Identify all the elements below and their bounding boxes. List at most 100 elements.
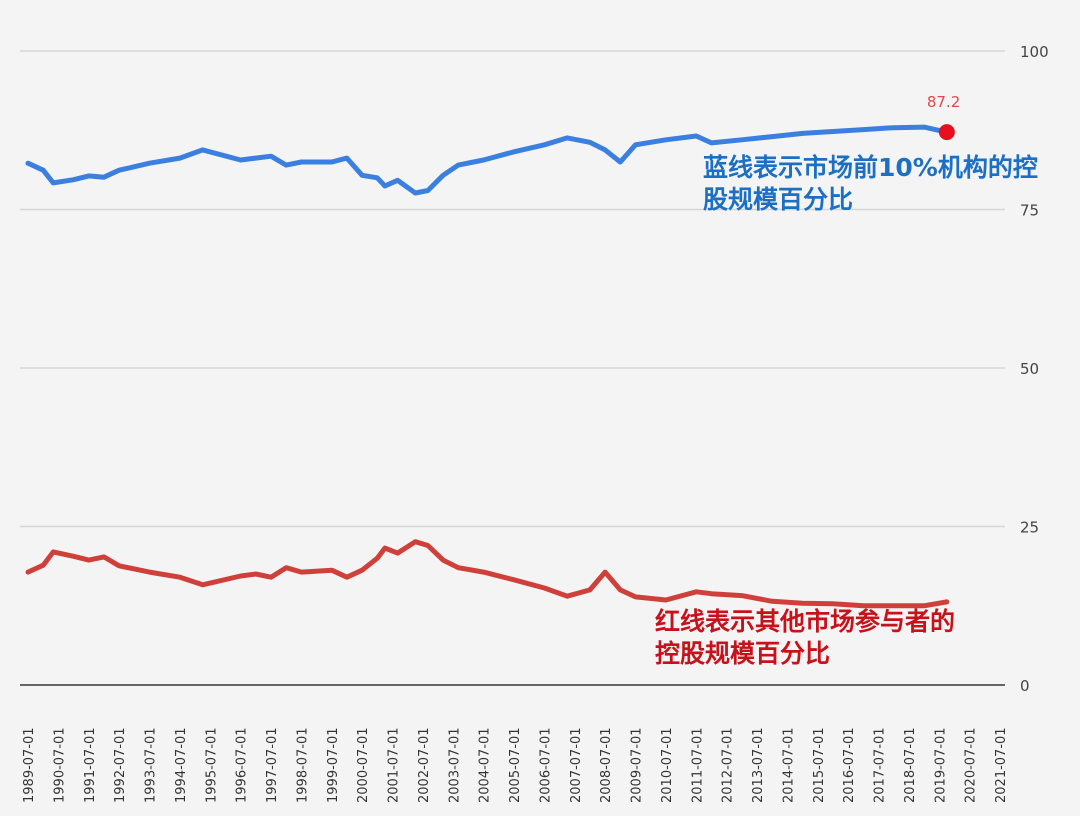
- data-point: [604, 571, 606, 573]
- x-tick-label: 1993-07-01: [144, 727, 159, 803]
- data-point: [893, 127, 895, 129]
- data-point: [240, 159, 242, 161]
- data-point: [862, 605, 864, 607]
- x-tick-label: 2014-07-01: [781, 727, 796, 803]
- data-point: [376, 557, 378, 559]
- data-point: [589, 141, 591, 143]
- y-tick-label: 0: [1020, 677, 1030, 695]
- y-tick-label: 25: [1020, 519, 1039, 537]
- data-point: [42, 169, 44, 171]
- y-tick-label: 50: [1020, 360, 1039, 378]
- y-tick-label: 75: [1020, 202, 1039, 220]
- data-point: [414, 541, 416, 543]
- data-point: [427, 189, 429, 191]
- x-tick-label: 1994-07-01: [174, 727, 189, 803]
- series-lines: [25, 124, 955, 609]
- data-point: [73, 555, 75, 557]
- data-point: [397, 179, 399, 181]
- data-point: [457, 164, 459, 166]
- data-point: [771, 600, 773, 602]
- data-point: [384, 185, 386, 187]
- x-tick-label: 2004-07-01: [478, 727, 493, 803]
- x-tick-label: 1998-07-01: [295, 727, 310, 803]
- data-point: [27, 571, 29, 573]
- x-tick-label: 2006-07-01: [538, 727, 553, 803]
- end-value-label: 87.2: [927, 93, 960, 111]
- data-point: [665, 599, 667, 601]
- data-point: [802, 132, 804, 134]
- data-point: [893, 605, 895, 607]
- data-point: [202, 149, 204, 151]
- data-point: [695, 135, 697, 137]
- data-point: [285, 567, 287, 569]
- data-point: [118, 565, 120, 567]
- data-point: [179, 157, 181, 159]
- red-line-annotation: 红线表示其他市场参与者的 控股规模百分比: [655, 606, 955, 670]
- data-point: [619, 589, 621, 591]
- x-tick-label: 2020-07-01: [964, 727, 979, 803]
- data-point: [300, 161, 302, 163]
- data-point: [923, 605, 925, 607]
- data-point: [397, 552, 399, 554]
- data-point: [619, 161, 621, 163]
- data-point: [710, 593, 712, 595]
- data-point: [361, 569, 363, 571]
- data-point: [457, 567, 459, 569]
- x-tick-label: 2008-07-01: [599, 727, 614, 803]
- y-axis: 0 25 50 75 100: [1020, 43, 1049, 695]
- data-point: [710, 142, 712, 144]
- blue-line-annotation: 蓝线表示市场前10%机构的控 股规模百分比: [703, 152, 1038, 216]
- annotation-line: 红线表示其他市场参与者的: [655, 607, 956, 636]
- x-tick-label: 2016-07-01: [842, 727, 857, 803]
- data-point: [88, 175, 90, 177]
- data-point: [665, 139, 667, 141]
- data-point: [862, 129, 864, 131]
- data-point: [566, 137, 568, 139]
- x-tick-label: 2019-07-01: [933, 727, 948, 803]
- x-tick-label: 2007-07-01: [569, 727, 584, 803]
- data-point: [42, 564, 44, 566]
- data-point: [832, 131, 834, 133]
- data-point: [802, 602, 804, 604]
- data-point: [27, 162, 29, 164]
- data-point: [543, 587, 545, 589]
- gridlines: [20, 50, 1005, 686]
- data-point: [923, 126, 925, 128]
- data-point: [270, 576, 272, 578]
- data-point: [346, 576, 348, 578]
- data-point: [103, 176, 105, 178]
- data-point: [255, 157, 257, 159]
- annotation-line: 股规模百分比: [703, 185, 854, 214]
- data-point: [695, 591, 697, 593]
- x-axis: 1989-07-01 1990-07-01 1991-07-01 1992-07-01…: [22, 727, 1009, 803]
- x-tick-label: 1991-07-01: [83, 727, 98, 803]
- x-tick-label: 1989-07-01: [22, 727, 37, 803]
- data-point: [483, 159, 485, 161]
- data-point: [513, 579, 515, 581]
- data-point: [384, 547, 386, 549]
- data-point: [270, 155, 272, 157]
- data-point: [103, 556, 105, 558]
- x-tick-label: 2001-07-01: [387, 727, 402, 803]
- data-point: [604, 149, 606, 151]
- data-point: [331, 161, 333, 163]
- x-tick-label: 1995-07-01: [204, 727, 219, 803]
- data-point: [88, 559, 90, 561]
- data-point: [513, 151, 515, 153]
- data-point: [202, 584, 204, 586]
- x-tick-label: 2011-07-01: [690, 727, 705, 803]
- data-point: [331, 569, 333, 571]
- data-point: [179, 576, 181, 578]
- x-tick-label: 1997-07-01: [265, 727, 280, 803]
- annotation-line: 控股规模百分比: [655, 639, 831, 668]
- data-point: [361, 174, 363, 176]
- y-tick-label: 100: [1020, 43, 1049, 61]
- x-tick-label: 2013-07-01: [751, 727, 766, 803]
- x-tick-label: 2003-07-01: [447, 727, 462, 803]
- data-point: [52, 551, 54, 553]
- data-point: [427, 545, 429, 547]
- data-point: [240, 575, 242, 577]
- data-point: [255, 573, 257, 575]
- data-point: [118, 169, 120, 171]
